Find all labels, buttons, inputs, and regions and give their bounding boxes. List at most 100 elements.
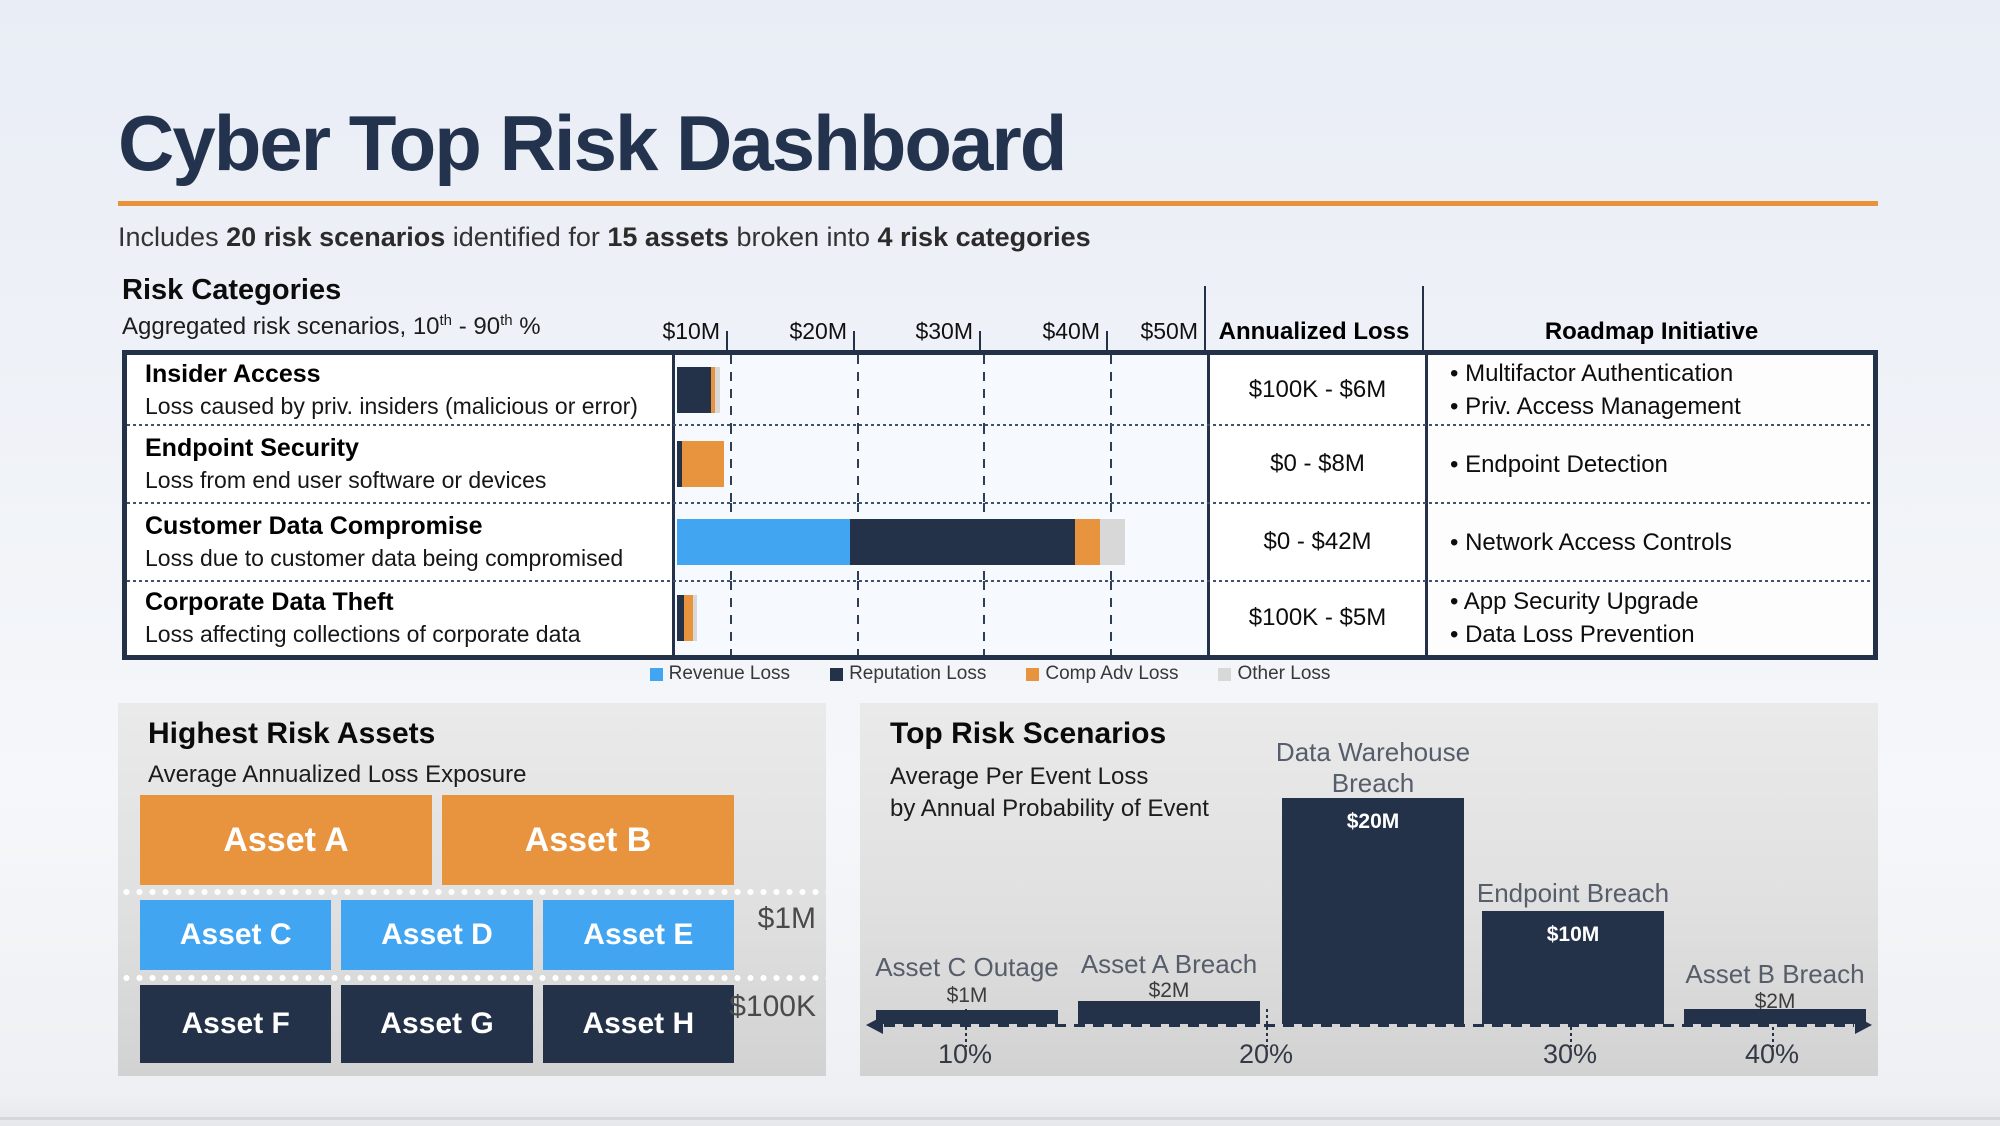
legend-item-comp_adv: Comp Adv Loss [1026, 663, 1178, 685]
roadmap-initiative-item: Endpoint Detection [1450, 448, 1873, 481]
probability-tick-label: 10% [937, 1039, 993, 1069]
probability-tick [965, 1009, 967, 1047]
stacked-loss-bar [677, 441, 724, 487]
probability-tick-label: 30% [1542, 1039, 1598, 1069]
scenario-name-label: Data Warehouse Breach [1275, 737, 1471, 798]
asset-box: Asset G [341, 985, 533, 1063]
scenario-loss-label: $1M [946, 984, 988, 1007]
risk-category-cell: Insider Access Loss caused by priv. insid… [127, 355, 675, 425]
dashed-gridline [1110, 581, 1112, 655]
risk-category-description: Loss affecting collections of corporate … [145, 621, 581, 647]
axis-tick [1106, 331, 1108, 351]
top-risk-scenarios-subheading-line2: by Annual Probability of Event [890, 795, 1209, 822]
axis-label: $50M [1140, 318, 1198, 344]
axis-label: $30M [915, 318, 973, 344]
highest-risk-assets-heading: Highest Risk Assets [148, 717, 436, 750]
roadmap-initiative-item: Data Loss Prevention [1450, 618, 1873, 651]
axis-label: $10M [662, 318, 720, 344]
superscript: th [439, 312, 453, 329]
risk-sub-text: % [512, 313, 541, 340]
scenario-name-label: Endpoint Breach [1476, 878, 1670, 908]
reputation-legend-marker-icon [830, 667, 844, 681]
risk-categories-subheading: Aggregated risk scenarios, 10th - 90th % [122, 312, 541, 341]
dashed-gridline [857, 355, 859, 425]
subtitle-bold-assets: 15 assets [607, 222, 729, 252]
loss-range-bar-cell [675, 503, 1210, 581]
probability-tick [1570, 1009, 1572, 1047]
legend-label: Other Loss [1237, 663, 1331, 684]
reputation-loss-segment [850, 519, 1075, 565]
dashed-gridline [983, 425, 985, 503]
tier-divider-dotted [118, 887, 826, 895]
reputation-loss-segment [677, 595, 684, 641]
comp_adv-loss-segment [682, 441, 724, 487]
risk-category-description: Loss caused by priv. insiders (malicious… [145, 393, 638, 419]
legend-label: Reputation Loss [849, 663, 987, 684]
comp_adv-loss-segment [1075, 519, 1100, 565]
scenario-loss-label: $20M [1346, 810, 1400, 833]
probability-tick-label: 20% [1238, 1039, 1294, 1069]
risk-sub-text: - 90 [452, 313, 501, 340]
scenario-bar [1482, 911, 1664, 1024]
loss-range-bar-cell [675, 355, 1210, 425]
subtitle-text: broken into [728, 222, 878, 252]
risk-category-description: Loss from end user software or devices [145, 467, 547, 493]
asset-tier-row: Asset C Asset D Asset E [140, 900, 734, 970]
column-divider [1204, 286, 1206, 351]
highest-risk-assets-subheading: Average Annualized Loss Exposure [148, 761, 527, 788]
axis-tick [853, 331, 855, 351]
risk-table-row: Insider Access Loss caused by priv. insid… [127, 355, 1873, 425]
loss-range-bar-cell [675, 581, 1210, 655]
scenario-bar [1078, 1001, 1260, 1024]
scenario-loss-label: $10M [1546, 923, 1600, 946]
superscript: th [500, 312, 513, 329]
axis-label: $20M [789, 318, 847, 344]
risk-table-row: Endpoint Security Loss from end user soft… [127, 424, 1873, 503]
other-loss-segment [693, 595, 697, 641]
risk-sub-text: Aggregated risk scenarios, 10 [122, 313, 440, 340]
risk-table-row: Corporate Data Theft Loss affecting colle… [127, 580, 1873, 655]
revenue-legend-marker-icon [649, 667, 663, 681]
asset-box: Asset H [542, 985, 734, 1063]
risk-category-title: Endpoint Security [145, 434, 359, 462]
legend-label: Comp Adv Loss [1045, 663, 1179, 684]
stacked-loss-bar [677, 595, 697, 641]
asset-tier-row: Asset F Asset G Asset H [140, 985, 734, 1063]
annualized-loss-value: $100K - $5M [1210, 581, 1428, 655]
legend-item-reputation: Reputation Loss [830, 663, 986, 685]
tier-threshold-label: $100K [729, 990, 816, 1023]
scenario-name-label: Asset A Breach [1080, 949, 1258, 979]
subtitle-bold-scenarios: 20 risk scenarios [226, 222, 446, 252]
axis-label: $40M [1042, 318, 1100, 344]
risk-category-description: Loss due to customer data being compromi… [145, 545, 624, 571]
dashed-gridline [983, 581, 985, 655]
dashed-gridline [730, 355, 732, 425]
other-loss-segment [715, 367, 720, 413]
scenario-bar [876, 1010, 1058, 1024]
dashed-gridline [857, 581, 859, 655]
asset-box: Asset D [341, 900, 533, 970]
roadmap-initiative-column-header: Roadmap Initiative [1544, 318, 1759, 345]
roadmap-initiative-cell: Network Access Controls [1428, 503, 1873, 581]
risk-table: Insider Access Loss caused by priv. insid… [122, 350, 1878, 660]
scenario-bar [1684, 1009, 1866, 1024]
reputation-loss-segment [677, 367, 711, 413]
reputation-loss-segment [677, 441, 682, 487]
scenario-name-label: Asset C Outage [875, 952, 1059, 982]
comp_adv-loss-segment [684, 595, 693, 641]
subtitle: Includes 20 risk scenarios identified fo… [118, 222, 1091, 253]
risk-category-title: Insider Access [145, 360, 321, 388]
roadmap-initiative-cell: App Security UpgradeData Loss Prevention [1428, 581, 1873, 655]
asset-tier-row: Asset A Asset B [140, 795, 734, 885]
column-divider [1422, 286, 1424, 351]
risk-category-cell: Endpoint Security Loss from end user soft… [127, 425, 675, 503]
other-loss-segment [1100, 519, 1125, 565]
probability-axis-line [884, 1024, 1854, 1027]
asset-box: Asset F [140, 985, 332, 1063]
dashed-gridline [1110, 355, 1112, 425]
page-title: Cyber Top Risk Dashboard [118, 99, 1067, 187]
stacked-loss-bar [677, 367, 720, 413]
loss-range-bar-cell [675, 425, 1210, 503]
axis-arrow-right-icon [1855, 1016, 1872, 1034]
top-risk-scenarios-heading: Top Risk Scenarios [890, 717, 1167, 750]
